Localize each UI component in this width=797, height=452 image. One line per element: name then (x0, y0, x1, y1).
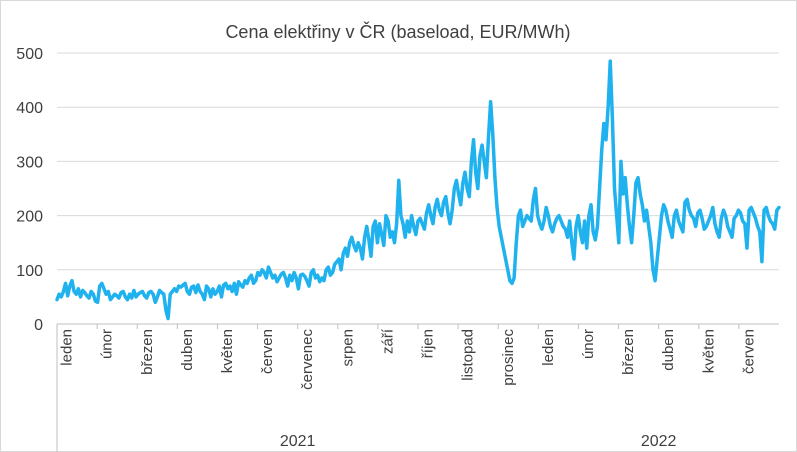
x-tick-label: září (379, 328, 396, 354)
year-label: 2021 (280, 433, 316, 450)
x-tick-label: březen (139, 329, 156, 375)
y-tick-label: 400 (16, 100, 43, 117)
chart-title: Cena elektřiny v ČR (baseload, EUR/MWh) (225, 21, 570, 42)
x-tick-label: únor (99, 329, 116, 359)
x-tick-label: leden (540, 329, 557, 366)
x-tick-label: srpen (339, 329, 356, 367)
y-tick-label: 200 (16, 209, 43, 226)
x-tick-label: červenec (299, 329, 316, 390)
x-tick-label: březen (620, 329, 637, 375)
x-tick-label: leden (59, 329, 76, 366)
x-tick-label: červen (259, 329, 276, 374)
x-tick-label: červen (740, 329, 757, 374)
series-group (55, 59, 781, 321)
x-tick-label: listopad (460, 329, 477, 381)
x-tick-label: únor (580, 329, 597, 359)
y-tick-label: 500 (16, 46, 43, 63)
y-tick-label: 300 (16, 154, 43, 171)
y-axis: 0 100 200 300 400 500 (16, 46, 43, 334)
x-tick-label: květen (219, 329, 236, 373)
series-line (55, 59, 781, 321)
x-tick-label: říjen (420, 329, 437, 358)
x-tick-label: květen (700, 329, 717, 373)
y-tick-label: 0 (34, 317, 43, 334)
year-label: 2022 (641, 433, 677, 450)
gridlines (57, 52, 779, 271)
x-tick-label: duben (179, 329, 196, 371)
x-axis: leden únor březen duben květen červen červenec… (56, 323, 779, 452)
x-tick-label: duben (660, 329, 677, 371)
x-tick-label: prosinec (500, 329, 517, 386)
y-tick-label: 100 (16, 263, 43, 280)
